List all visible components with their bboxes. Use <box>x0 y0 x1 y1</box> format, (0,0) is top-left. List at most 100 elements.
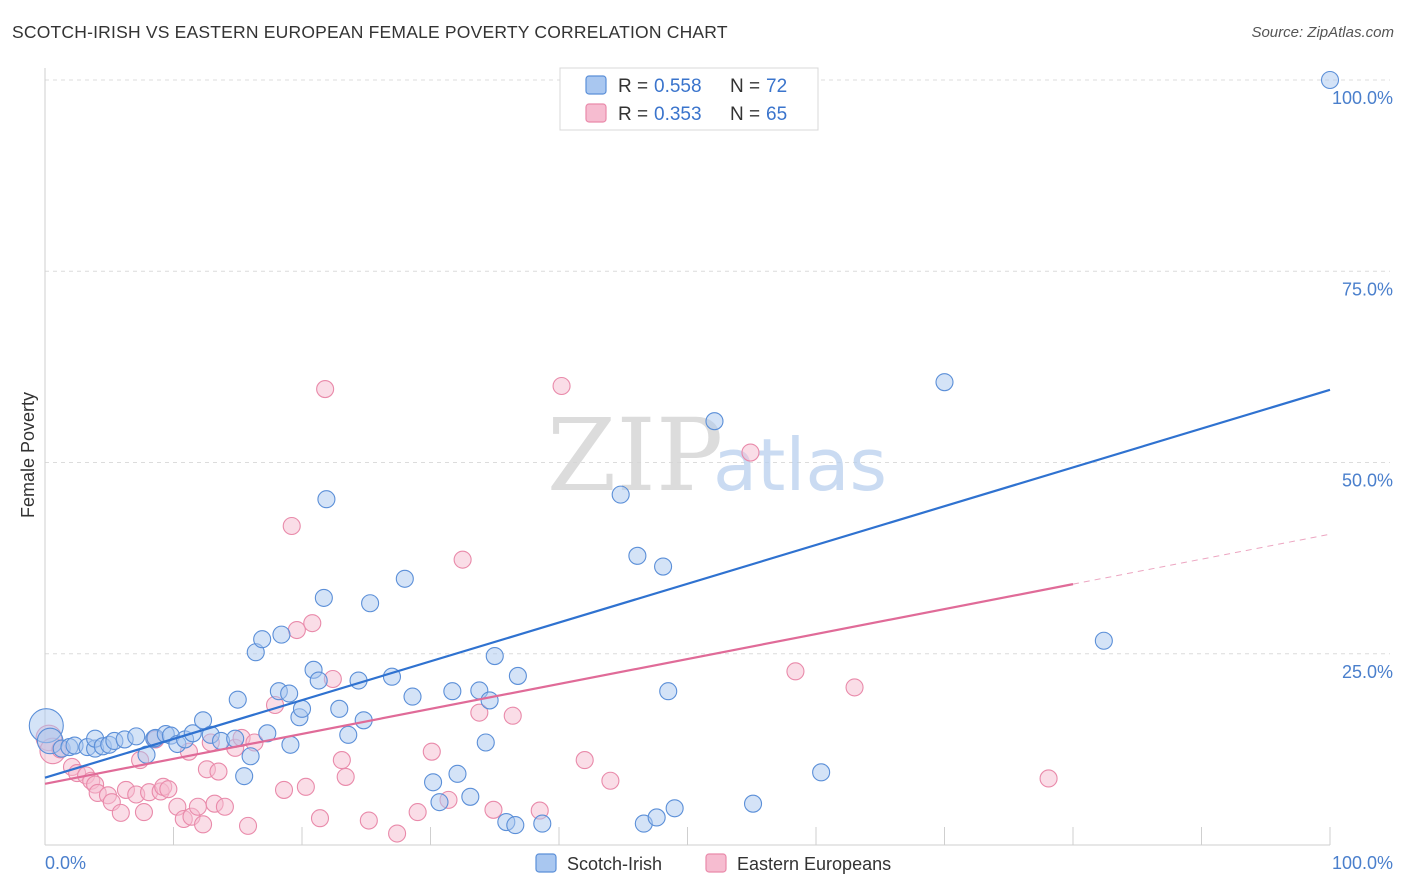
scotch-irish-point <box>253 630 272 649</box>
grid-layer: 25.0% 50.0% 75.0% 100.0% <box>45 79 1393 682</box>
scotch-irish-point <box>395 569 414 588</box>
eastern-europeans-point <box>287 620 306 640</box>
eastern-europeans-point <box>238 816 258 835</box>
legend-r-value-1: 0.558 <box>654 76 702 97</box>
eastern-europeans-point <box>470 703 489 722</box>
eastern-europeans-point <box>111 803 130 822</box>
eastern-europeans-point <box>296 777 315 796</box>
y-tick-label: 100.0% <box>1332 88 1393 108</box>
eastern-europeans-point <box>422 742 441 761</box>
eastern-europeans-point <box>845 678 864 697</box>
legend-swatch-eastern-europeans <box>585 103 607 123</box>
y-tick-label: 75.0% <box>1342 279 1393 299</box>
legend-n-value-2: 65 <box>766 104 787 125</box>
scotch-irish-point <box>317 490 336 509</box>
x-tick-label-min: 0.0% <box>45 853 86 873</box>
scotch-irish-point <box>424 773 443 792</box>
legend-r-label-2: R = <box>618 104 648 125</box>
scotch-irish-point <box>480 691 499 710</box>
scotch-irish-point <box>461 787 480 806</box>
trend-layer <box>44 388 1331 785</box>
eastern-europeans-point <box>310 809 330 828</box>
scotch-irish-point <box>659 682 678 701</box>
y-axis-label: Female Poverty <box>18 392 38 518</box>
scotch-irish-point <box>281 735 300 754</box>
scotch-irish-point <box>1320 70 1340 90</box>
watermark-zip: ZIP <box>547 397 723 514</box>
watermark: ZIP atlas <box>547 397 887 514</box>
eastern-europeans-point <box>209 762 228 781</box>
scotch-irish-point <box>448 764 467 783</box>
scotch-irish-point <box>235 767 254 786</box>
scotch-irish-point <box>485 646 504 666</box>
scotch-irish-point <box>228 690 247 709</box>
chart-source: Source: ZipAtlas.com <box>1251 24 1394 41</box>
stats-legend: R = 0.558 N = 72 R = 0.353 N = 65 <box>559 67 819 131</box>
scotch-irish-point <box>935 373 954 392</box>
eastern-europeans-point <box>316 380 335 399</box>
eastern-europeans-point <box>282 516 301 536</box>
series-legend: Scotch-Irish Eastern Europeans <box>535 853 891 874</box>
eastern-europeans-trend-line <box>44 583 1074 785</box>
scotch-irish-point <box>430 793 449 812</box>
eastern-europeans-point <box>215 797 234 816</box>
scotch-irish-point <box>647 808 666 827</box>
eastern-europeans-point <box>359 811 378 830</box>
scotch-irish-point <box>611 485 630 504</box>
axis-layer: 0.0% 100.0% <box>44 68 1393 873</box>
eastern-europeans-point <box>786 662 805 681</box>
scotch-irish-point <box>194 711 213 730</box>
x-tick-label-max: 100.0% <box>1332 853 1393 873</box>
eastern-europeans-point <box>453 550 472 569</box>
eastern-europeans-point <box>134 803 153 822</box>
bottom-legend-swatch-scotch-irish <box>535 853 557 873</box>
y-tick-label: 25.0% <box>1342 662 1393 682</box>
scotch-irish-point <box>314 588 333 607</box>
chart-title: SCOTCH-IRISH VS EASTERN EUROPEAN FEMALE … <box>12 22 728 42</box>
legend-n-label-1: N = <box>730 76 760 97</box>
eastern-europeans-trend-extension <box>1072 533 1331 585</box>
scotch-irish-point <box>258 724 277 743</box>
eastern-europeans-point <box>503 706 522 725</box>
eastern-europeans-point <box>194 815 213 834</box>
scotch-irish-point <box>443 682 462 701</box>
eastern-europeans-point <box>274 780 294 799</box>
eastern-europeans-point <box>741 443 760 462</box>
eastern-europeans-point <box>303 614 322 633</box>
eastern-europeans-point <box>388 824 407 843</box>
scotch-irish-point <box>272 625 291 644</box>
eastern-europeans-point <box>575 751 594 770</box>
eastern-europeans-point <box>188 797 207 816</box>
scotch-irish-point <box>476 733 495 752</box>
legend-swatch-scotch-irish <box>585 75 607 95</box>
scotch-irish-point <box>339 725 358 744</box>
scotch-irish-point <box>403 687 422 706</box>
scotch-irish-point <box>533 814 552 833</box>
scotch-irish-point <box>309 671 328 690</box>
scotch-irish-point <box>1094 631 1113 650</box>
scotch-irish-point <box>743 794 763 813</box>
scotch-irish-point <box>705 412 724 431</box>
scotch-irish-point <box>241 747 260 766</box>
eastern-europeans-point <box>552 376 571 396</box>
eastern-europeans-point <box>1039 769 1058 788</box>
scotch-irish-point <box>654 557 673 576</box>
eastern-europeans-point <box>336 767 355 786</box>
scotch-irish-point <box>127 727 146 746</box>
scotch-irish-points <box>28 70 1340 835</box>
bottom-legend-swatch-eastern-europeans <box>705 853 727 873</box>
legend-n-value-1: 72 <box>766 76 787 97</box>
watermark-atlas: atlas <box>713 423 887 507</box>
y-tick-label: 50.0% <box>1342 471 1393 491</box>
bottom-legend-label-scotch-irish: Scotch-Irish <box>567 854 662 874</box>
scotch-irish-point <box>812 763 831 782</box>
scotch-irish-point <box>628 546 647 565</box>
scotch-irish-point <box>280 684 299 703</box>
scotch-irish-trend-line <box>44 388 1331 779</box>
eastern-europeans-point <box>159 780 178 799</box>
scotch-irish-point <box>361 594 380 613</box>
legend-r-label-1: R = <box>618 76 648 97</box>
scotch-irish-point <box>330 699 349 718</box>
bottom-legend-label-eastern-europeans: Eastern Europeans <box>737 854 891 874</box>
